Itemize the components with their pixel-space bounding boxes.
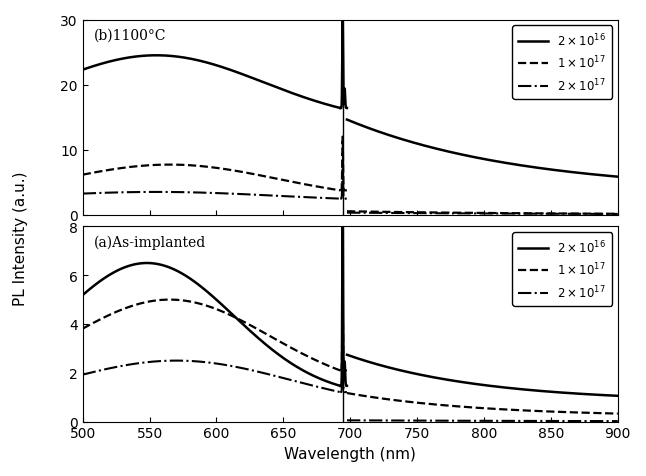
Legend: $2\times10^{16}$, $1\times10^{17}$, $2\times10^{17}$: $2\times10^{16}$, $1\times10^{17}$, $2\t… — [512, 233, 612, 306]
Text: PL Intensity (a.u.): PL Intensity (a.u.) — [13, 171, 28, 305]
Legend: $2\times10^{16}$, $1\times10^{17}$, $2\times10^{17}$: $2\times10^{16}$, $1\times10^{17}$, $2\t… — [512, 26, 612, 99]
Text: (b)1100°C: (b)1100°C — [94, 28, 166, 42]
Text: (a)As-implanted: (a)As-implanted — [94, 235, 205, 249]
X-axis label: Wavelength (nm): Wavelength (nm) — [284, 446, 416, 461]
